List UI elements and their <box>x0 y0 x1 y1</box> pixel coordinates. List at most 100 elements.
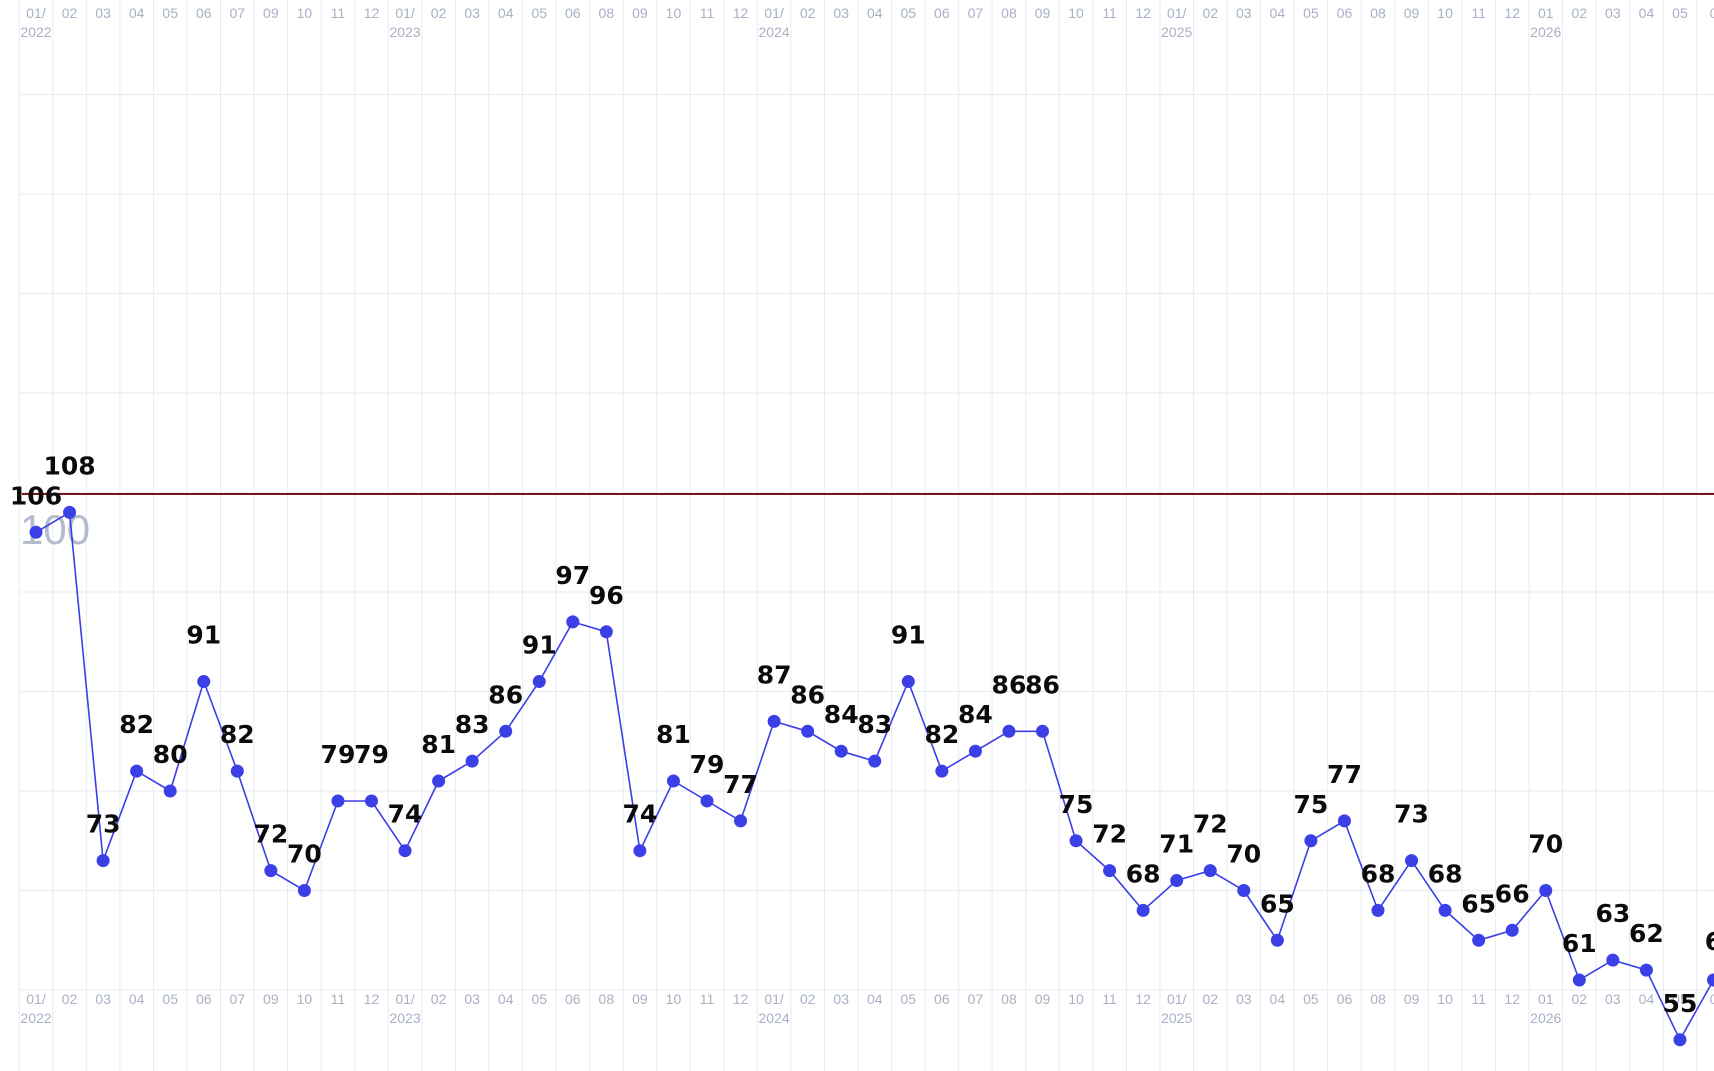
data-label: 81 <box>421 730 456 759</box>
data-label: 75 <box>1294 790 1329 819</box>
x-tick-label: 10 <box>1437 5 1453 21</box>
data-point <box>1069 834 1083 848</box>
x-tick-label: 12 <box>1504 5 1520 21</box>
data-point <box>197 675 211 689</box>
x-tick-label: 10 <box>1068 991 1084 1007</box>
data-label: 65 <box>1461 889 1496 918</box>
data-label: 68 <box>1126 859 1161 888</box>
x-tick-label: 05 <box>1303 5 1319 21</box>
data-point <box>1203 864 1217 878</box>
data-point <box>1539 884 1553 897</box>
x-tick-label: 01/ <box>395 991 415 1007</box>
data-label: 70 <box>287 840 322 869</box>
data-point <box>230 764 244 778</box>
x-tick-year-label: 2025 <box>1161 24 1192 40</box>
data-label: 87 <box>757 660 792 689</box>
data-point <box>465 754 479 768</box>
data-label: 91 <box>891 621 926 650</box>
x-tick-label: 06 <box>1337 5 1353 21</box>
data-point <box>1002 724 1016 738</box>
x-tick-year-label: 2024 <box>759 1010 790 1026</box>
x-tick-label: 12 <box>364 991 380 1007</box>
data-label: 106 <box>10 481 62 510</box>
data-point <box>566 615 580 629</box>
reference-line-group: 100 <box>20 493 1714 553</box>
data-label: 6 <box>1705 927 1714 956</box>
x-tick-year-label: 2025 <box>1161 1010 1192 1026</box>
data-label: 84 <box>958 700 993 729</box>
data-point <box>532 675 546 689</box>
data-point <box>264 864 278 878</box>
x-tick-label: 07 <box>230 5 246 21</box>
x-tick-year-label: 2024 <box>759 24 790 40</box>
x-tick-label: 01 <box>1538 991 1554 1007</box>
x-tick-label: 05 <box>531 991 547 1007</box>
x-tick-label: 04 <box>498 991 514 1007</box>
x-tick-label: 02 <box>800 991 816 1007</box>
x-tick-label: 02 <box>800 5 816 21</box>
data-point <box>1639 963 1653 977</box>
x-tick-label: 01/ <box>1167 991 1187 1007</box>
x-tick-label: 09 <box>1035 991 1051 1007</box>
data-point <box>599 625 613 639</box>
data-point <box>1136 903 1150 917</box>
data-label: 77 <box>1327 760 1362 789</box>
x-tick-label: 09 <box>263 991 279 1007</box>
x-tick-label: 03 <box>833 5 849 21</box>
data-point <box>1371 903 1385 917</box>
x-tick-label: 08 <box>599 991 615 1007</box>
x-tick-label: 06 <box>196 991 212 1007</box>
data-label: 79 <box>354 740 389 769</box>
x-tick-label: 04 <box>1270 5 1286 21</box>
data-labels: 1061087382809182727079797481838691979674… <box>10 451 1714 1017</box>
x-tick-label: 03 <box>1236 991 1252 1007</box>
data-label: 74 <box>388 800 423 829</box>
x-tick-label: 09 <box>1404 5 1420 21</box>
data-label: 81 <box>656 720 691 749</box>
x-tick-label: 03 <box>464 5 480 21</box>
data-label: 83 <box>455 710 490 739</box>
x-tick-label: 12 <box>364 5 380 21</box>
x-tick-label: 01/ <box>395 5 415 21</box>
data-label: 68 <box>1428 859 1463 888</box>
x-tick-label: 04 <box>1639 5 1655 21</box>
x-tick-label: 06 <box>565 5 581 21</box>
data-label: 91 <box>186 621 221 650</box>
x-tick-label: 06 <box>196 5 212 21</box>
data-point <box>633 844 647 858</box>
x-tick-label: 09 <box>632 991 648 1007</box>
x-tick-label: 09 <box>1404 991 1420 1007</box>
x-tick-label: 07 <box>968 991 984 1007</box>
horizontal-gridlines <box>20 94 1714 991</box>
data-label: 86 <box>488 680 523 709</box>
x-tick-label: 06 <box>934 991 950 1007</box>
data-label: 96 <box>589 581 624 610</box>
data-point <box>130 764 144 778</box>
x-tick-label: 08 <box>1370 991 1386 1007</box>
x-tick-year-label: 2026 <box>1530 24 1561 40</box>
data-point <box>1572 973 1586 987</box>
x-tick-label: 02 <box>1572 991 1588 1007</box>
data-point <box>1505 923 1519 937</box>
x-tick-label: 04 <box>129 5 145 21</box>
x-tick-label: 10 <box>297 5 313 21</box>
x-tick-year-label: 2022 <box>20 24 51 40</box>
data-label: 75 <box>1059 790 1094 819</box>
x-tick-label: 06 <box>565 991 581 1007</box>
data-point <box>801 724 815 738</box>
data-label: 61 <box>1562 929 1597 958</box>
x-tick-label: 11 <box>1471 991 1486 1007</box>
data-point <box>700 794 714 808</box>
x-tick-label: 11 <box>700 991 715 1007</box>
x-tick-label: 10 <box>1437 991 1453 1007</box>
data-point <box>1036 724 1049 738</box>
data-point <box>1270 933 1284 947</box>
x-tick-label: 11 <box>331 991 346 1007</box>
x-tick-label: 01/ <box>764 5 784 21</box>
data-label: 63 <box>1595 899 1630 928</box>
data-point <box>331 794 345 808</box>
data-label: 72 <box>253 820 288 849</box>
data-point <box>1606 953 1620 967</box>
data-point <box>432 774 446 788</box>
data-point <box>1237 884 1251 897</box>
